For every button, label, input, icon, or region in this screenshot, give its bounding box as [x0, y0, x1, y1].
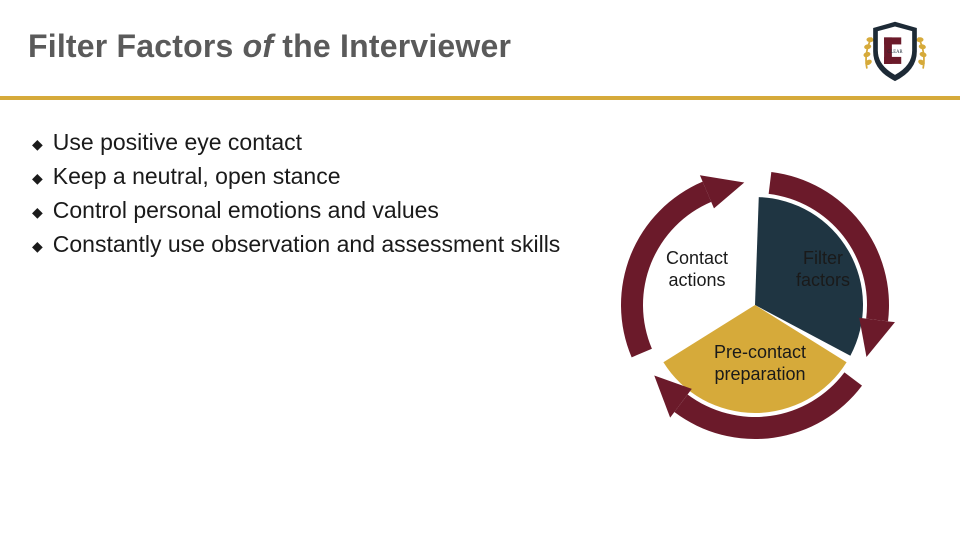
diamond-bullet-icon: ◆: [32, 136, 43, 153]
title-post: the Interviewer: [273, 28, 511, 64]
cycle-pie-chart: Contact actions Filter factors Pre-conta…: [600, 150, 910, 460]
diamond-bullet-icon: ◆: [32, 204, 43, 221]
title-pre: Filter Factors: [28, 28, 243, 64]
list-item: ◆ Use positive eye contact: [32, 128, 572, 158]
bullet-text: Constantly use observation and assessmen…: [53, 230, 561, 260]
bullet-list: ◆ Use positive eye contact ◆ Keep a neut…: [32, 128, 572, 264]
segment-label-precontact: Pre-contact preparation: [695, 342, 825, 385]
segment-label-contact: Contact actions: [642, 248, 752, 291]
bullet-text: Control personal emotions and values: [53, 196, 439, 226]
list-item: ◆ Keep a neutral, open stance: [32, 162, 572, 192]
diamond-bullet-icon: ◆: [32, 170, 43, 187]
segment-label-filter: Filter factors: [768, 248, 878, 291]
list-item: ◆ Constantly use observation and assessm…: [32, 230, 572, 260]
list-item: ◆ Control personal emotions and values: [32, 196, 572, 226]
page-title: Filter Factors of the Interviewer: [28, 28, 511, 65]
bullet-text: Keep a neutral, open stance: [53, 162, 341, 192]
diamond-bullet-icon: ◆: [32, 238, 43, 255]
bullet-text: Use positive eye contact: [53, 128, 302, 158]
title-of: of: [243, 28, 274, 64]
logo-text: CLEAR: [887, 50, 903, 55]
title-underline: [0, 96, 960, 100]
clear-shield-logo: CLEAR: [856, 14, 934, 92]
